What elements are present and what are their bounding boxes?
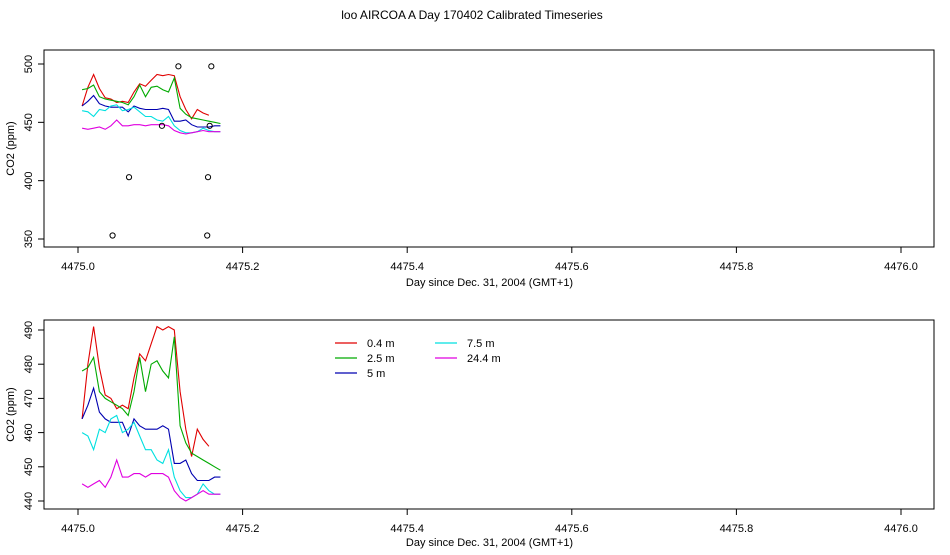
series-line-0-4-m [81, 325, 210, 457]
data-point-marker [208, 63, 215, 70]
series-line-24-4-m [81, 119, 221, 135]
legend-label-24-4-m: 24.4 m [467, 353, 501, 365]
y-tick-label: 440 [23, 492, 35, 510]
y-tick-label: 460 [23, 423, 35, 441]
x-tick-label: 4476.0 [884, 261, 918, 273]
data-point-marker [204, 174, 212, 181]
chart-panel-2: 4475.0 4475.2 4475.4 4475.6 4475.8 4476.0 440 4… [5, 319, 935, 549]
plot-area [81, 63, 221, 239]
x-tick-label: 4475.4 [390, 261, 424, 273]
x-tick-label: 4475.0 [61, 523, 95, 535]
legend-label-0-4-m: 0.4 m [367, 338, 395, 350]
y-axis-label: CO2 (ppm) [5, 387, 17, 441]
data-point-marker [158, 122, 166, 129]
y-tick-label: 490 [23, 321, 35, 339]
x-axis-label: Day since Dec. 31, 2004 (GMT+1) [406, 537, 573, 549]
data-point-marker [125, 174, 133, 181]
data-point-marker [204, 232, 211, 239]
y-tick-label: 350 [23, 230, 35, 248]
plot-frame [43, 49, 935, 248]
x-tick-label: 4475.8 [720, 523, 754, 535]
x-tick-label: 4475.0 [61, 261, 95, 273]
y-axis-label: CO2 (ppm) [5, 121, 17, 175]
series-line-5-m [81, 94, 221, 128]
series-line-24-4-m [81, 458, 221, 502]
series-line-2-5-m [81, 76, 221, 125]
y-tick-label: 470 [23, 389, 35, 407]
x-tick-label: 4475.6 [555, 523, 589, 535]
y-tick-label: 480 [23, 355, 35, 373]
y-tick-label: 450 [23, 458, 35, 476]
data-point-marker [109, 232, 116, 239]
data-point-marker [206, 122, 213, 129]
x-axis-label: Day since Dec. 31, 2004 (GMT+1) [406, 277, 573, 289]
series-line-2-5-m [81, 336, 221, 471]
legend-label-2-5-m: 2.5 m [367, 353, 395, 365]
chart-panel-1: 4475.0 4475.2 4475.4 4475.6 4475.8 4476.0 350 4… [5, 49, 935, 289]
x-tick-label: 4476.0 [884, 523, 918, 535]
x-tick-label: 4475.4 [390, 523, 424, 535]
data-point-marker [175, 63, 182, 70]
series-line-0-4-m [81, 73, 210, 120]
plot-area [81, 325, 221, 502]
series-line-5-m [81, 386, 221, 482]
legend-label-7-5-m: 7.5 m [467, 338, 495, 350]
x-tick-label: 4475.6 [555, 261, 589, 273]
y-tick-label: 500 [23, 55, 35, 73]
y-tick-label: 400 [23, 171, 35, 189]
x-tick-label: 4475.8 [720, 261, 754, 273]
x-tick-label: 4475.2 [226, 523, 260, 535]
figure-title: loo AIRCOA A Day 170402 Calibrated Times… [341, 8, 602, 22]
x-tick-label: 4475.2 [226, 261, 260, 273]
legend-label-5-m: 5 m [367, 368, 385, 380]
legend: 0.4 m 2.5 m 5 m 7.5 m 24.4 m [335, 338, 501, 380]
y-tick-label: 450 [23, 113, 35, 131]
